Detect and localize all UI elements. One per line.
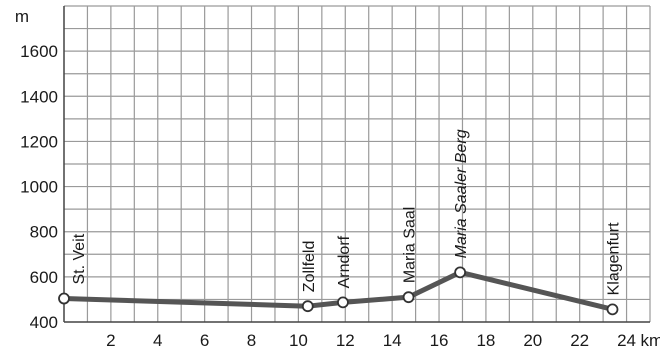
- y-tick-label: 1400: [20, 87, 58, 106]
- elevation-profile-line: [61, 269, 615, 312]
- y-tick-label: 1200: [20, 132, 58, 151]
- axes: [63, 6, 650, 323]
- x-tick-labels: 2 4 6 8 10 12 14 16 18 20 22 24: [106, 331, 636, 349]
- x-tick-label: 8: [247, 331, 256, 349]
- x-tick-label: 18: [476, 331, 495, 349]
- place-marker: [301, 300, 314, 313]
- x-tick-label: 4: [153, 331, 162, 349]
- x-tick-label: 22: [570, 331, 589, 349]
- y-tick-label: 1000: [20, 178, 58, 197]
- x-tick-label: 14: [383, 331, 402, 349]
- place-label: Maria Saal: [402, 207, 419, 283]
- x-tick-label: 10: [289, 331, 308, 349]
- x-tick-label: 12: [336, 331, 355, 349]
- place-marker: [454, 266, 467, 279]
- place-labels: St. Veit Zollfeld Arndorf Maria Saal Maria S…: [71, 129, 622, 295]
- place-label: Maria Saaler Berg: [453, 129, 470, 258]
- y-axis-unit-label: m: [15, 7, 29, 26]
- y-tick-label: 1600: [20, 42, 58, 61]
- x-axis-unit-label: km: [641, 331, 660, 349]
- x-tick-label: 24: [617, 331, 636, 349]
- place-label: Klagenfurt: [605, 222, 622, 295]
- place-marker: [606, 303, 619, 316]
- grid-lines: [64, 5, 651, 322]
- place-markers: [58, 266, 619, 316]
- place-marker: [337, 296, 349, 309]
- x-tick-label: 20: [523, 331, 542, 349]
- y-tick-labels: 400 600 800 1000 1200 1400 1600: [20, 42, 58, 332]
- place-label: Arndorf: [336, 235, 353, 288]
- y-tick-label: 400: [30, 313, 58, 332]
- x-tick-label: 2: [106, 331, 115, 349]
- place-marker: [402, 291, 415, 304]
- x-tick-label: 6: [200, 331, 209, 349]
- y-tick-label: 800: [30, 223, 58, 242]
- place-marker: [58, 292, 70, 305]
- place-label: Zollfeld: [301, 241, 318, 293]
- x-tick-label: 16: [430, 331, 449, 349]
- y-tick-label: 600: [30, 268, 58, 287]
- place-label: St. Veit: [71, 233, 88, 284]
